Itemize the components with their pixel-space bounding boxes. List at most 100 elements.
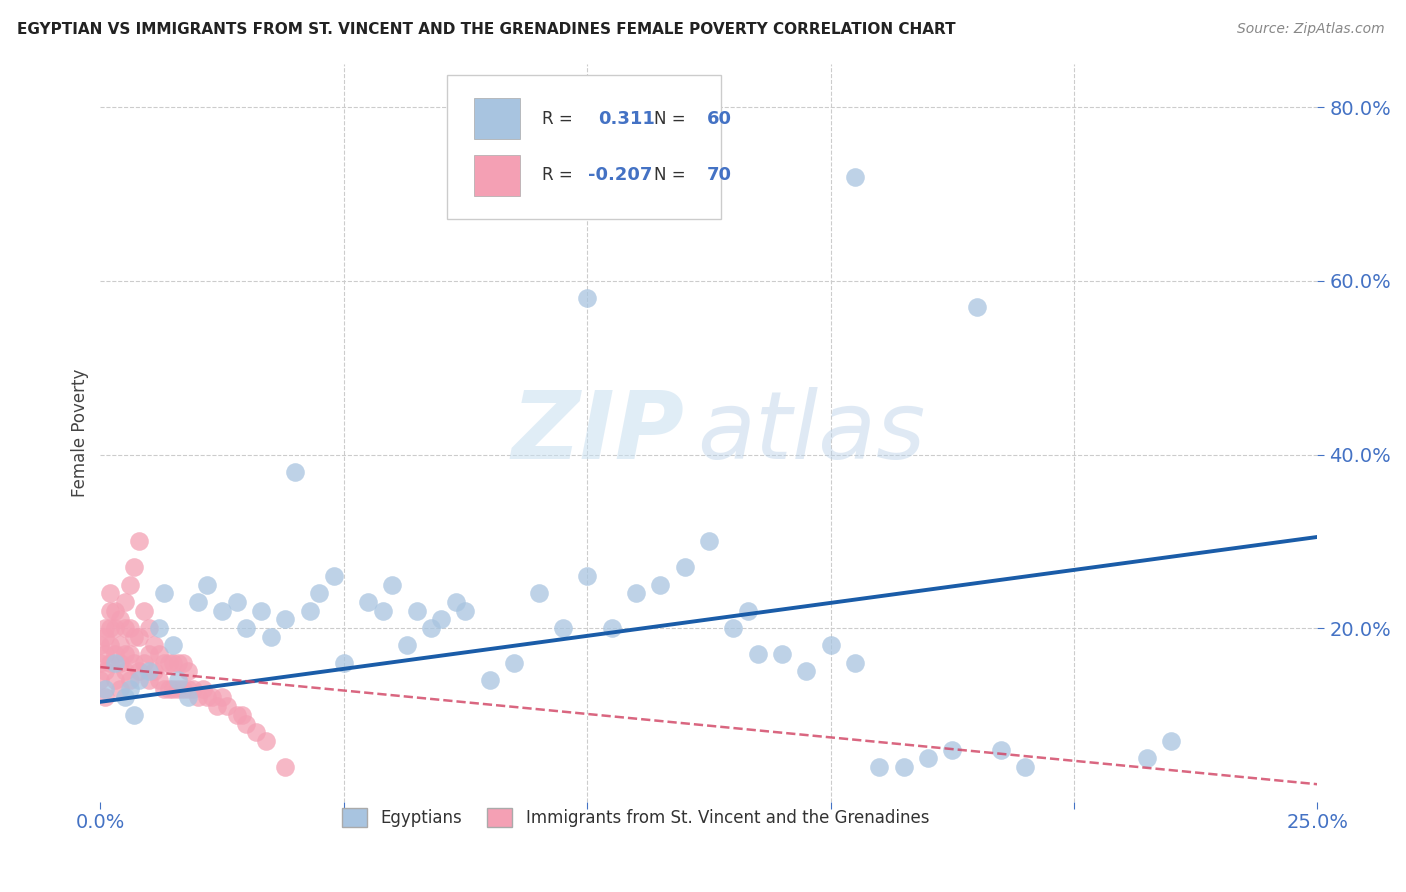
- Point: [138, 673, 160, 687]
- Point: [114, 647, 136, 661]
- Text: 0.311: 0.311: [598, 110, 655, 128]
- Point: [503, 656, 526, 670]
- Point: [357, 595, 380, 609]
- Point: [333, 656, 356, 670]
- Point: [89, 673, 111, 687]
- Point: [94, 621, 117, 635]
- Point: [172, 656, 194, 670]
- Point: [205, 699, 228, 714]
- Point: [128, 673, 150, 687]
- Point: [225, 707, 247, 722]
- FancyBboxPatch shape: [474, 98, 520, 139]
- Point: [157, 681, 180, 696]
- Point: [245, 725, 267, 739]
- Point: [215, 699, 238, 714]
- Y-axis label: Female Poverty: Female Poverty: [72, 368, 89, 497]
- Point: [576, 291, 599, 305]
- Point: [104, 621, 127, 635]
- Point: [323, 569, 346, 583]
- Point: [114, 690, 136, 705]
- Point: [454, 604, 477, 618]
- Point: [162, 639, 184, 653]
- Point: [148, 621, 170, 635]
- Point: [104, 673, 127, 687]
- Point: [966, 300, 988, 314]
- Point: [108, 639, 131, 653]
- Point: [98, 639, 121, 653]
- FancyBboxPatch shape: [447, 75, 721, 219]
- Point: [990, 742, 1012, 756]
- Point: [128, 665, 150, 679]
- Point: [201, 690, 224, 705]
- Point: [124, 707, 146, 722]
- Point: [104, 647, 127, 661]
- Point: [600, 621, 623, 635]
- Point: [197, 577, 219, 591]
- Text: EGYPTIAN VS IMMIGRANTS FROM ST. VINCENT AND THE GRENADINES FEMALE POVERTY CORREL: EGYPTIAN VS IMMIGRANTS FROM ST. VINCENT …: [17, 22, 956, 37]
- Point: [844, 169, 866, 184]
- Point: [138, 621, 160, 635]
- Point: [138, 665, 160, 679]
- Point: [89, 656, 111, 670]
- Point: [94, 647, 117, 661]
- Point: [197, 690, 219, 705]
- Point: [162, 681, 184, 696]
- Point: [118, 681, 141, 696]
- Point: [624, 586, 647, 600]
- Point: [114, 621, 136, 635]
- Point: [527, 586, 550, 600]
- Point: [284, 465, 307, 479]
- Text: 70: 70: [706, 167, 731, 185]
- Point: [177, 690, 200, 705]
- Text: N =: N =: [654, 167, 690, 185]
- Point: [162, 656, 184, 670]
- Point: [794, 665, 817, 679]
- Point: [551, 621, 574, 635]
- Point: [274, 760, 297, 774]
- FancyBboxPatch shape: [474, 155, 520, 196]
- Point: [134, 656, 156, 670]
- Point: [737, 604, 759, 618]
- Point: [430, 612, 453, 626]
- Text: N =: N =: [654, 110, 690, 128]
- Point: [187, 690, 209, 705]
- Point: [381, 577, 404, 591]
- Point: [142, 665, 165, 679]
- Text: atlas: atlas: [697, 387, 925, 478]
- Point: [420, 621, 443, 635]
- Point: [650, 577, 672, 591]
- Point: [124, 560, 146, 574]
- Point: [98, 586, 121, 600]
- Point: [157, 656, 180, 670]
- Point: [260, 630, 283, 644]
- Point: [250, 604, 273, 618]
- Point: [917, 751, 939, 765]
- Point: [94, 630, 117, 644]
- Text: R =: R =: [543, 167, 578, 185]
- Point: [576, 569, 599, 583]
- Point: [254, 734, 277, 748]
- Point: [108, 612, 131, 626]
- Text: 60: 60: [706, 110, 731, 128]
- Point: [98, 604, 121, 618]
- Point: [118, 577, 141, 591]
- Text: R =: R =: [543, 110, 578, 128]
- Point: [844, 656, 866, 670]
- Point: [478, 673, 501, 687]
- Point: [371, 604, 394, 618]
- Point: [124, 656, 146, 670]
- Point: [308, 586, 330, 600]
- Point: [191, 681, 214, 696]
- Point: [274, 612, 297, 626]
- Point: [152, 586, 174, 600]
- Point: [89, 639, 111, 653]
- Point: [181, 681, 204, 696]
- Point: [941, 742, 963, 756]
- Point: [187, 595, 209, 609]
- Point: [167, 681, 190, 696]
- Point: [211, 690, 233, 705]
- Point: [152, 681, 174, 696]
- Point: [104, 604, 127, 618]
- Point: [118, 673, 141, 687]
- Point: [235, 621, 257, 635]
